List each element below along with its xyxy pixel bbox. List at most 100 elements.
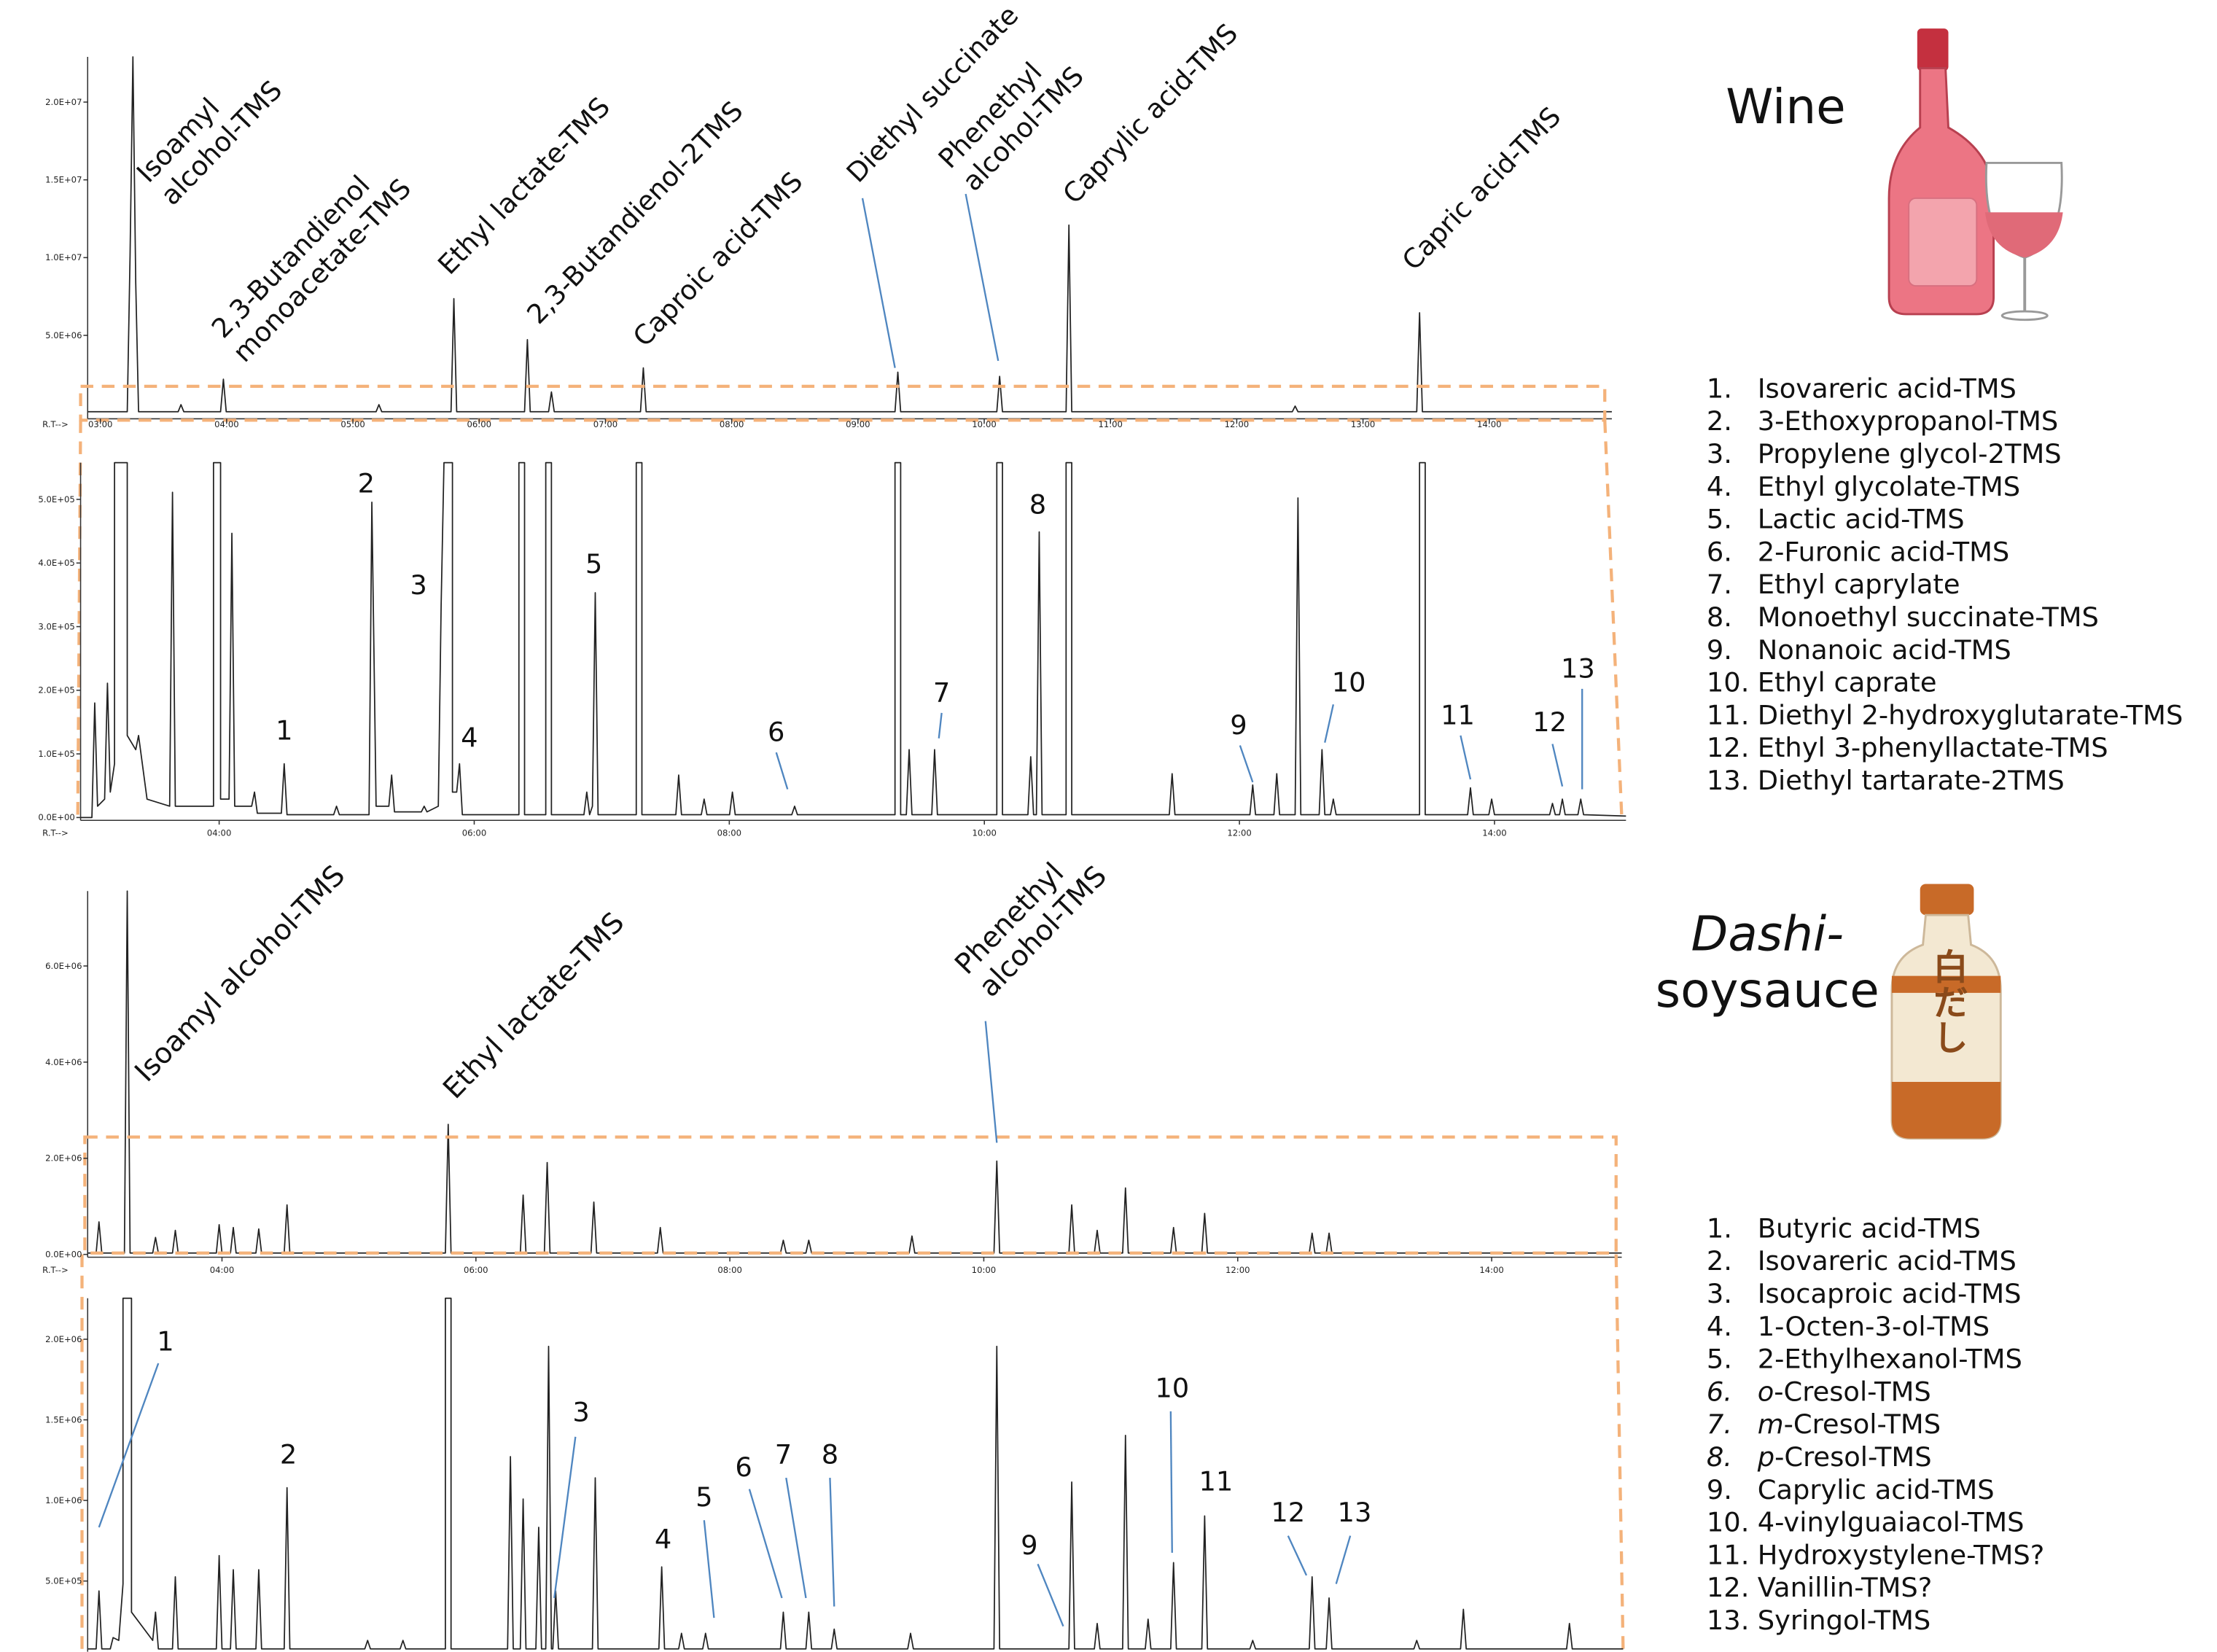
peak-label: 9 — [1230, 709, 1247, 741]
x-tick-label: 04:00 — [210, 1265, 235, 1275]
peak-label: 10 — [1155, 1373, 1189, 1404]
legend-entry: 3-Ethoxypropanol-TMS — [1758, 405, 2059, 437]
leader-line — [703, 1520, 715, 1618]
chromatogram-trace — [87, 56, 1612, 413]
legend-entry: p-Cresol-TMS — [1757, 1441, 1932, 1473]
leader-line — [1551, 744, 1564, 787]
legend-name: Diethyl 2-hydroxyglutarate-TMS — [1758, 699, 2183, 730]
legend-number: 7. — [1707, 569, 1732, 600]
legend-number: 12. — [1707, 732, 1750, 763]
legend-prefix: m — [1758, 1409, 1784, 1440]
peak-annotation: Isoamyl alcohol-TMS — [129, 859, 352, 1088]
legend-number: 3. — [1707, 438, 1732, 470]
y-tick-label: 5.0E+06 — [45, 330, 82, 340]
legend-number: 5. — [1707, 1344, 1732, 1375]
legend-entry: Caprylic acid-TMS — [1758, 1474, 1995, 1505]
legend-name: -Cresol-TMS — [1774, 1441, 1932, 1473]
leader-line — [785, 1477, 807, 1599]
legend-entry: o-Cresol-TMS — [1758, 1376, 1931, 1407]
peak-label: 13 — [1561, 652, 1595, 684]
legend-entry: Ethyl caprate — [1758, 667, 1937, 698]
legend-number: 11. — [1707, 1539, 1750, 1570]
y-tick-label: 5.0E+05 — [38, 494, 74, 504]
leader-line — [861, 198, 896, 368]
legend-entry: Syringol-TMS — [1758, 1605, 1931, 1636]
legend-entry: Ethyl caprylate — [1758, 569, 1960, 600]
x-tick-label: 05:00 — [340, 419, 365, 429]
legend-entry: Diethyl 2-hydroxyglutarate-TMS — [1758, 699, 2183, 730]
legend-number: 10. — [1707, 667, 1750, 698]
x-axis-label: R.T--> — [42, 828, 69, 838]
legend-number: 7. — [1707, 1409, 1732, 1440]
legend-name: Ethyl caprate — [1758, 667, 1937, 698]
legend-entry: Isovareric acid-TMS — [1758, 1245, 2017, 1277]
legend-name: 1-Octen-3-ol-TMS — [1758, 1311, 1990, 1342]
chromatogram-trace — [87, 1297, 1624, 1650]
x-tick-label: 06:00 — [462, 828, 487, 838]
leader-line — [553, 1436, 577, 1599]
x-tick-label: 06:00 — [464, 1265, 488, 1275]
legend-name: Hydroxystylene-TMS? — [1758, 1539, 2045, 1570]
x-tick-label: 04:00 — [207, 828, 232, 838]
x-tick-label: 14:00 — [1482, 828, 1507, 838]
peak-label: 12 — [1532, 706, 1567, 738]
legend-number: 12. — [1707, 1572, 1750, 1603]
sample-title: soysauce — [1656, 962, 1879, 1018]
y-tick-label: 1.0E+06 — [45, 1495, 82, 1505]
peak-label: 8 — [822, 1439, 838, 1470]
leader-line — [1335, 1535, 1352, 1584]
legend-entry: Monoethyl succinate-TMS — [1758, 601, 2099, 633]
legend-name: 4-vinylguaiacol-TMS — [1758, 1507, 2025, 1538]
peak-label: 12 — [1271, 1497, 1305, 1528]
legend-entry: Ethyl 3-phenyllactate-TMS — [1758, 732, 2108, 763]
legend-entry: Propylene glycol-2TMS — [1758, 438, 2062, 470]
legend-entry: Hydroxystylene-TMS? — [1758, 1539, 2045, 1570]
legend-number: 6. — [1707, 1376, 1732, 1407]
peak-label: 11 — [1441, 699, 1475, 730]
zoom-region — [79, 384, 1607, 422]
peak-label: 4 — [655, 1524, 671, 1555]
y-tick-label: 2.0E+06 — [45, 1334, 82, 1344]
legend-name: Isocaproic acid-TMS — [1758, 1278, 2022, 1309]
y-tick-label: 6.0E+06 — [45, 961, 82, 971]
legend-name: Propylene glycol-2TMS — [1758, 438, 2062, 470]
legend-number: 4. — [1707, 471, 1732, 502]
tick-labels: 2.0E+07 1.5E+07 1.0E+07 5.0E+06 03:00 04:00 05… — [38, 97, 1506, 1586]
y-tick-label: 1.0E+07 — [45, 252, 82, 262]
x-tick-label: 12:00 — [1226, 1265, 1250, 1275]
x-tick-label: 08:00 — [720, 419, 744, 429]
leader-line — [1169, 1411, 1173, 1553]
y-tick-label: 2.0E+06 — [45, 1153, 82, 1164]
legend-number: 8. — [1707, 601, 1732, 633]
legend-number: 11. — [1707, 699, 1750, 730]
legend-name: -Cresol-TMS — [1784, 1409, 1941, 1440]
peak-label: 9 — [1021, 1530, 1037, 1561]
legend-prefix: o — [1758, 1376, 1774, 1407]
x-tick-label: 07:00 — [593, 419, 618, 429]
leader-line — [1239, 745, 1254, 783]
legend-name: Ethyl caprylate — [1758, 569, 1960, 600]
x-tick-label: 14:00 — [1479, 1265, 1504, 1275]
legend-number: 8. — [1707, 1441, 1732, 1473]
y-tick-label: 1.0E+05 — [38, 749, 74, 759]
chromatogram-trace — [80, 461, 1626, 819]
legend-name: Isovareric acid-TMS — [1758, 1245, 2017, 1277]
legend-name: 3-Ethoxypropanol-TMS — [1758, 405, 2059, 437]
y-tick-label: 5.0E+05 — [45, 1576, 82, 1586]
wine-illustration — [1887, 28, 2063, 322]
peak-annotation: Caprylic acid-TMS — [1056, 17, 1244, 210]
legend-entry: 4-vinylguaiacol-TMS — [1758, 1507, 2025, 1538]
legend-entry: Isovareric acid-TMS — [1758, 373, 2017, 404]
leader-line — [1460, 735, 1472, 780]
x-tick-label: 13:00 — [1351, 419, 1376, 429]
legend-name: Butyric acid-TMS — [1758, 1212, 1981, 1244]
y-tick-label: 0.0E+00 — [38, 812, 74, 822]
leader-line — [748, 1489, 783, 1599]
leader-line — [98, 1363, 160, 1528]
peak-label: 7 — [933, 677, 950, 708]
legend-number: 13. — [1707, 1605, 1750, 1636]
legend-name: Nonanoic acid-TMS — [1758, 634, 2011, 666]
legend-number: 2. — [1707, 405, 1732, 437]
